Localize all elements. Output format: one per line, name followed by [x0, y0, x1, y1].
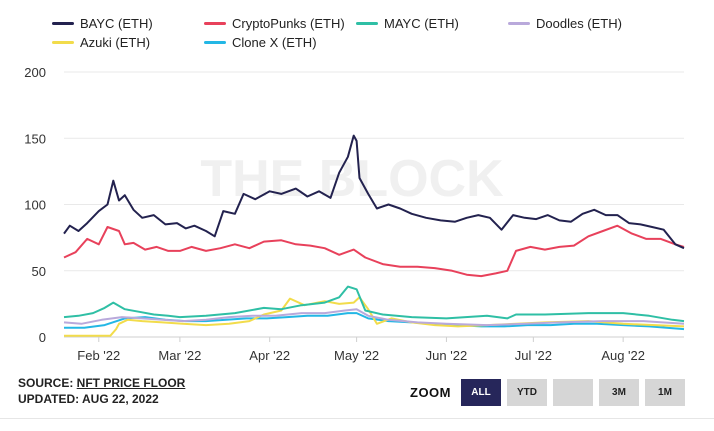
legend-swatch [508, 22, 530, 25]
zoom-label: ZOOM [410, 385, 451, 400]
legend-label: CryptoPunks (ETH) [232, 16, 345, 31]
legend-item-clonex[interactable]: Clone X (ETH) [204, 35, 317, 50]
updated-date: UPDATED: AUG 22, 2022 [18, 392, 159, 406]
legend-label: BAYC (ETH) [80, 16, 153, 31]
chart-series [63, 134, 685, 337]
legend-label: MAYC (ETH) [384, 16, 459, 31]
y-tick-label: 0 [39, 330, 46, 345]
zoom-3m-button[interactable]: 3M [599, 379, 639, 406]
line-chart: THE BLOCK 0 50 100 150 200 Feb '22 Mar '22 Apr… [24, 65, 685, 363]
x-tick-label: Feb '22 [77, 348, 120, 363]
y-tick-label: 50 [32, 264, 46, 279]
zoom-all-button[interactable]: ALL [461, 379, 501, 406]
legend-label: Doodles (ETH) [536, 16, 622, 31]
legend-item-cryptopunks[interactable]: CryptoPunks (ETH) [204, 16, 345, 31]
series-line-mayc [63, 285, 685, 323]
x-tick-label: Mar '22 [158, 348, 201, 363]
legend-item-doodles[interactable]: Doodles (ETH) [508, 16, 622, 31]
legend-swatch [52, 41, 74, 44]
y-tick-label: 150 [24, 131, 46, 146]
y-tick-label: 200 [24, 65, 46, 80]
watermark: THE BLOCK [200, 150, 504, 208]
x-tick-label: May '22 [334, 348, 379, 363]
source-link[interactable]: NFT PRICE FLOOR [76, 376, 186, 390]
y-axis: 0 50 100 150 200 [24, 65, 46, 345]
legend-label: Clone X (ETH) [232, 35, 317, 50]
x-tick-label: Jun '22 [426, 348, 468, 363]
divider [0, 418, 714, 419]
legend-item-azuki[interactable]: Azuki (ETH) [52, 35, 150, 50]
source-prefix: SOURCE: [18, 376, 77, 390]
series-line-doodles [63, 308, 685, 327]
series-line-bayc [63, 134, 685, 250]
x-tick-label: Aug '22 [601, 348, 645, 363]
zoom-ytd-button[interactable]: YTD [507, 379, 547, 406]
zoom-blank-button[interactable] [553, 379, 593, 406]
legend-swatch [204, 41, 226, 44]
x-tick-label: Jul '22 [515, 348, 552, 363]
legend-item-bayc[interactable]: BAYC (ETH) [52, 16, 153, 31]
series-line-cryptopunks [63, 224, 685, 278]
chart-grid [64, 71, 684, 338]
legend-item-mayc[interactable]: MAYC (ETH) [356, 16, 459, 31]
legend-swatch [356, 22, 378, 25]
zoom-1m-button[interactable]: 1M [645, 379, 685, 406]
legend-swatch [52, 22, 74, 25]
x-axis: Feb '22 Mar '22 Apr '22 May '22 Jun '22 Jul '… [77, 337, 645, 363]
zoom-controls: ZOOM ALL YTD 3M 1M [410, 379, 691, 406]
y-tick-label: 100 [24, 198, 46, 213]
x-tick-label: Apr '22 [249, 348, 290, 363]
legend-swatch [204, 22, 226, 25]
chart-footer: SOURCE: NFT PRICE FLOOR UPDATED: AUG 22,… [18, 375, 185, 407]
legend-label: Azuki (ETH) [80, 35, 151, 50]
source-line: SOURCE: NFT PRICE FLOOR [18, 375, 185, 391]
chart-legend: BAYC (ETH) CryptoPunks (ETH) MAYC (ETH) … [0, 0, 714, 60]
